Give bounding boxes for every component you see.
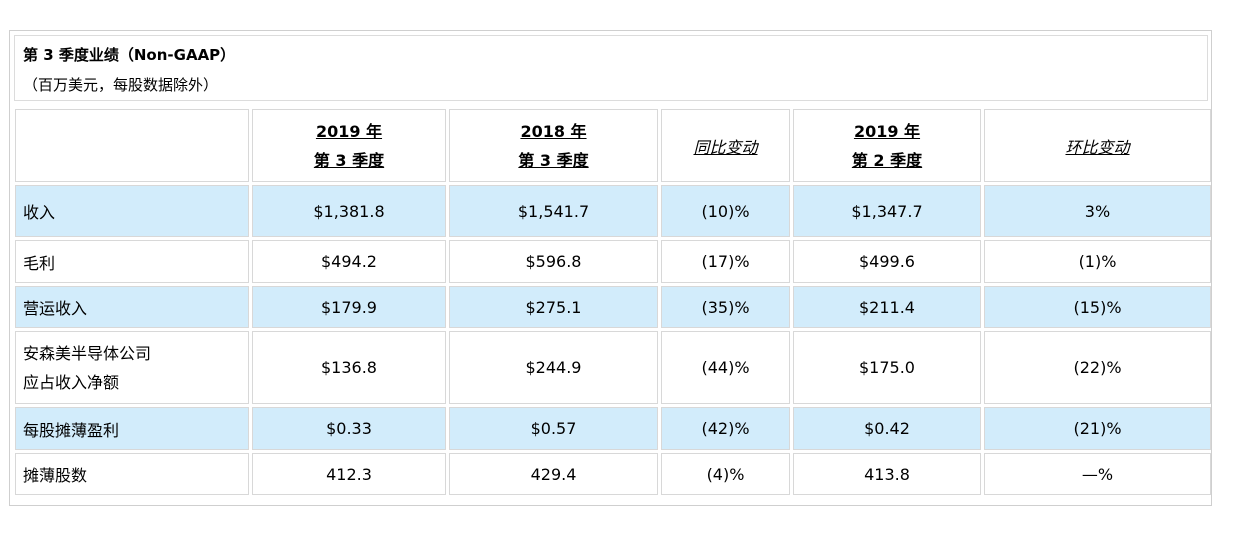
- table-frame: [9, 30, 1212, 506]
- cell-qoq: —%: [984, 453, 1211, 495]
- header-row: 2019 年 第 3 季度 2018 年 第 3 季度 同比变动 2019 年 …: [15, 109, 1211, 182]
- header-year: 2019 年: [853, 121, 921, 141]
- table-title: 第 3 季度业绩（Non-GAAP）: [23, 46, 236, 64]
- cell-2018-q3: 429.4: [449, 453, 658, 495]
- cell-yoy: (4)%: [661, 453, 790, 495]
- cell-2018-q3: $1,541.7: [449, 185, 658, 237]
- cell-2019-q2: $499.6: [793, 240, 981, 283]
- row-label: 毛利: [15, 240, 249, 283]
- row-label: 收入: [15, 185, 249, 237]
- cell-qoq: 3%: [984, 185, 1211, 237]
- header-2019-q3: 2019 年 第 3 季度: [252, 109, 446, 182]
- cell-yoy: (42)%: [661, 407, 790, 450]
- cell-2018-q3: $0.57: [449, 407, 658, 450]
- cell-2019-q3: $0.33: [252, 407, 446, 450]
- row-label-line2: 应占收入净额: [23, 372, 120, 392]
- cell-yoy: (10)%: [661, 185, 790, 237]
- header-qoq-change: 环比变动: [984, 109, 1211, 182]
- row-label: 摊薄股数: [15, 453, 249, 495]
- cell-yoy: (44)%: [661, 331, 790, 404]
- header-quarter: 第 2 季度: [851, 150, 923, 170]
- table-row-revenue: 收入 $1,381.8 $1,541.7 (10)% $1,347.7 3%: [15, 185, 1211, 237]
- header-quarter: 第 3 季度: [518, 150, 589, 170]
- header-quarter: 第 3 季度: [313, 150, 385, 170]
- cell-2018-q3: $596.8: [449, 240, 658, 283]
- header-year: 2019 年: [315, 121, 383, 141]
- cell-2019-q2: $175.0: [793, 331, 981, 404]
- row-label: 安森美半导体公司 应占收入净额: [15, 331, 249, 404]
- row-label-line1: 安森美半导体公司: [23, 343, 152, 363]
- table-subtitle: （百万美元，每股数据除外）: [23, 76, 219, 94]
- cell-yoy: (17)%: [661, 240, 790, 283]
- cell-qoq: (21)%: [984, 407, 1211, 450]
- table-row-diluted-shares: 摊薄股数 412.3 429.4 (4)% 413.8 —%: [15, 453, 1211, 495]
- row-label: 营运收入: [15, 286, 249, 328]
- header-year: 2018 年: [520, 121, 587, 141]
- cell-2019-q2: 413.8: [793, 453, 981, 495]
- header-yoy-change: 同比变动: [661, 109, 790, 182]
- cell-2019-q3: $494.2: [252, 240, 446, 283]
- table-row-operating-income: 营运收入 $179.9 $275.1 (35)% $211.4 (15)%: [15, 286, 1211, 328]
- cell-2019-q3: 412.3: [252, 453, 446, 495]
- header-qoq-label: 环比变动: [1065, 137, 1130, 157]
- cell-2019-q2: $211.4: [793, 286, 981, 328]
- row-label: 每股摊薄盈利: [15, 407, 249, 450]
- cell-2019-q3: $1,381.8: [252, 185, 446, 237]
- cell-2019-q2: $0.42: [793, 407, 981, 450]
- cell-qoq: (1)%: [984, 240, 1211, 283]
- table-row-net-income: 安森美半导体公司 应占收入净额 $136.8 $244.9 (44)% $175…: [15, 331, 1211, 404]
- table-row-diluted-eps: 每股摊薄盈利 $0.33 $0.57 (42)% $0.42 (21)%: [15, 407, 1211, 450]
- header-2019-q2: 2019 年 第 2 季度: [793, 109, 981, 182]
- title-box: 第 3 季度业绩（Non-GAAP） （百万美元，每股数据除外）: [14, 35, 1208, 101]
- header-2018-q3: 2018 年 第 3 季度: [449, 109, 658, 182]
- results-table: 2019 年 第 3 季度 2018 年 第 3 季度 同比变动 2019 年 …: [12, 106, 1214, 498]
- header-yoy-label: 同比变动: [693, 137, 758, 157]
- header-blank-cell: [15, 109, 249, 182]
- cell-yoy: (35)%: [661, 286, 790, 328]
- cell-2018-q3: $244.9: [449, 331, 658, 404]
- cell-qoq: (22)%: [984, 331, 1211, 404]
- cell-2019-q3: $136.8: [252, 331, 446, 404]
- cell-2019-q3: $179.9: [252, 286, 446, 328]
- cell-qoq: (15)%: [984, 286, 1211, 328]
- cell-2019-q2: $1,347.7: [793, 185, 981, 237]
- cell-2018-q3: $275.1: [449, 286, 658, 328]
- table-row-gross-profit: 毛利 $494.2 $596.8 (17)% $499.6 (1)%: [15, 240, 1211, 283]
